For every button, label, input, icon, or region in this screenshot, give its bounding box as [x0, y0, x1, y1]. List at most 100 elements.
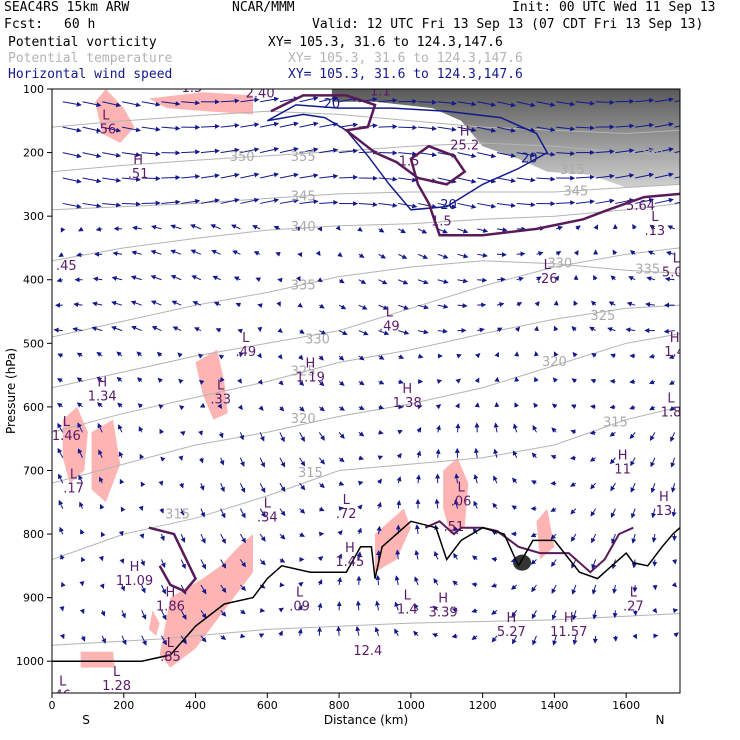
isentrope-330: [52, 247, 680, 389]
field-xy-pv: XY= 105.3, 31.6 to 124.3,147.6: [268, 35, 503, 50]
wind-vector-87: [121, 635, 127, 646]
wind-vector-547: [531, 584, 537, 593]
pv-extremum-value-15: 1.19: [296, 370, 325, 385]
pv-extremum-value-7: 1.5: [431, 215, 452, 230]
wind-vector-658: [632, 610, 638, 616]
pv-extremum-value-17: 1.34: [88, 390, 117, 405]
wind-vector-57: [97, 422, 103, 433]
wind-vector-659: [632, 633, 638, 640]
wind-vector-626: [610, 353, 616, 359]
pv-extremum-value-4: .51: [128, 167, 149, 182]
wind-vector-26: [82, 202, 102, 209]
wind-vector-425: [437, 279, 449, 284]
wind-vector-85: [120, 584, 126, 592]
wind-vector-58: [98, 449, 103, 458]
wind-vector-701: [671, 582, 677, 588]
isentrope-label-8: 330: [305, 333, 330, 348]
wind-vector-508: [516, 152, 536, 158]
wind-vector-382: [398, 304, 409, 310]
wind-vector-456: [453, 499, 459, 509]
pv-extremum-value-6: 25.2: [450, 138, 479, 153]
pv-extremum-type-25: L: [264, 496, 272, 511]
wind-vector-441: [457, 126, 477, 133]
wind-vector-244: [279, 147, 299, 154]
wind-vector-530: [536, 151, 556, 157]
wind-vector-277: [299, 432, 305, 442]
wind-vector-107: [141, 584, 146, 594]
wind-vector-590: [571, 559, 577, 569]
wind-vector-510: [516, 202, 536, 208]
wind-vector-344: [358, 455, 365, 461]
wind-vector-378: [398, 202, 418, 209]
wind-vector-552: [556, 150, 576, 156]
wind-vector-286: [319, 96, 339, 103]
wind-vector-141: [172, 326, 182, 332]
wind-vector-61: [100, 531, 106, 538]
isentrope-label-0: 310: [703, 622, 728, 637]
wind-vector-663: [654, 172, 674, 179]
wind-vector-346: [357, 504, 363, 510]
pv-shade-10: [80, 651, 115, 668]
wind-vector-487: [496, 177, 516, 183]
wind-vector-453: [455, 423, 461, 433]
wind-vector-318: [338, 355, 345, 361]
wind-vector-23: [82, 126, 102, 133]
wind-vector-240: [259, 607, 266, 613]
pv-extremum-value-22: .17: [63, 482, 84, 497]
wind-vector-321: [338, 432, 345, 439]
wind-vector-385: [398, 379, 404, 385]
wind-vector-642: [635, 197, 655, 204]
wind-vector-596: [595, 149, 615, 155]
wind-vector-673: [650, 432, 656, 441]
wind-vector-17: [59, 526, 64, 535]
wind-vector-515: [514, 326, 521, 332]
wind-vector-292: [315, 250, 321, 257]
wind-vector-492: [496, 302, 505, 307]
pv-extremum-value-36: 11.57: [550, 625, 587, 640]
wind-vector-467: [477, 228, 489, 233]
wind-vector-499: [493, 475, 498, 484]
pv-extrema-labels: L1.5 2.40 1.1L.56H.511.5H25.21.55.64L.13.4…: [52, 89, 681, 693]
wind-vector-264: [299, 96, 319, 103]
wind-vector-377: [398, 177, 418, 183]
wind-vector-543: [531, 480, 537, 485]
wind-vector-606: [590, 404, 596, 410]
wind-vector-526: [511, 610, 518, 618]
wind-vector-531: [536, 176, 556, 182]
wind-vector-38: [79, 501, 84, 509]
wind-vector-504: [491, 609, 498, 615]
wind-vector-10: [57, 353, 63, 358]
plot-frame: [51, 88, 681, 694]
wind-vector-617: [615, 123, 635, 129]
y-axis-label: Pressure (hPa): [4, 348, 18, 434]
wind-vector-217: [240, 584, 246, 592]
pv-extremum-type-12: L: [673, 252, 681, 267]
x-tick-label-1600: 1600: [612, 699, 640, 712]
wind-vector-409: [416, 427, 422, 433]
wind-vector-193: [220, 533, 226, 544]
wind-vector-283: [298, 581, 304, 587]
init-time: Init: 00 UTC Wed 11 Sep 13: [512, 0, 716, 15]
wind-vector-588: [570, 508, 577, 515]
wind-contour-20: [266, 104, 549, 211]
wind-vector-445: [457, 228, 469, 234]
wind-vector-367: [377, 478, 382, 485]
pv-extremum-type-17: H: [97, 376, 107, 391]
wind-vector-667: [646, 276, 656, 282]
wind-vector-28: [76, 252, 83, 258]
wind-vectors: [53, 96, 680, 646]
wind-vector-379: [398, 228, 406, 234]
wind-vector-19: [61, 581, 66, 588]
wind-vector-327: [337, 576, 343, 586]
wind-vector-152: [180, 610, 187, 620]
wind-vector-284: [297, 604, 303, 611]
wind-vector-537: [533, 325, 539, 332]
wind-vector-625: [607, 327, 616, 332]
wind-vector-199: [240, 122, 260, 128]
pv-extremum-value-35: 5.27: [497, 625, 526, 640]
wind-vector-280: [299, 508, 306, 514]
pv-extremum-value-30: 11.09: [116, 574, 153, 589]
wind-vector-194: [220, 559, 227, 569]
wind-vector-607: [589, 430, 596, 435]
wind-vector-611: [591, 533, 597, 544]
